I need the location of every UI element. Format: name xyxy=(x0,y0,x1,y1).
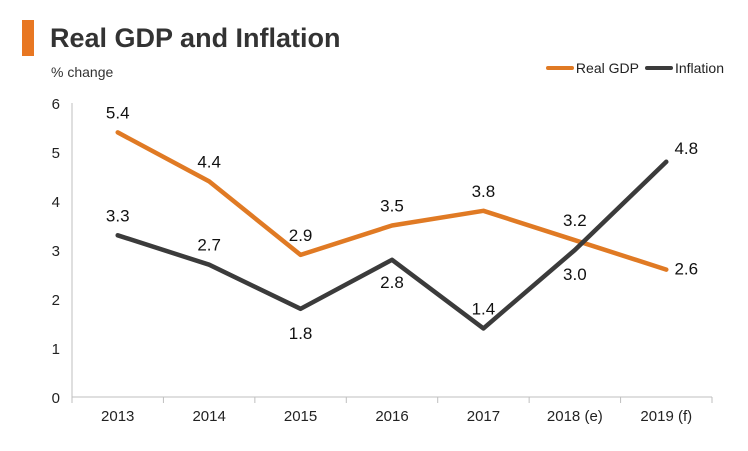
data-label-inflation: 1.4 xyxy=(472,299,496,318)
data-label-inflation: 2.7 xyxy=(197,236,221,255)
y-tick-label: 4 xyxy=(52,194,60,211)
x-tick-label: 2017 xyxy=(467,408,500,425)
series-line-inflation xyxy=(115,159,669,331)
legend: Real GDP Inflation xyxy=(540,60,724,76)
legend-label-inflation: Inflation xyxy=(674,60,724,76)
legend-item-inflation: Inflation xyxy=(644,60,724,76)
data-label-inflation: 1.8 xyxy=(289,324,313,343)
y-tick-label: 2 xyxy=(52,292,60,309)
data-label-real-gdp: 4.4 xyxy=(197,152,221,171)
chart-title: Real GDP and Inflation xyxy=(50,23,341,53)
legend-label-real-gdp: Real GDP xyxy=(575,60,639,76)
data-label-inflation: 3.0 xyxy=(563,265,587,284)
x-tick-label: 2019 (f) xyxy=(640,408,692,425)
y-tick-label: 5 xyxy=(52,145,60,162)
data-label-inflation: 2.8 xyxy=(380,273,404,292)
x-tick-label: 2016 xyxy=(375,408,408,425)
data-label-inflation: 4.8 xyxy=(674,139,698,158)
x-tick-label: 2015 xyxy=(284,408,317,425)
data-label-real-gdp: 3.2 xyxy=(563,211,587,230)
title-accent-bar xyxy=(22,20,34,56)
y-tick-label: 6 xyxy=(52,96,60,113)
data-label-real-gdp: 2.9 xyxy=(289,226,313,245)
y-tick-label: 1 xyxy=(52,341,60,358)
legend-swatch-real-gdp xyxy=(545,66,574,70)
x-tick-label: 2013 xyxy=(101,408,134,425)
y-tick-label: 0 xyxy=(52,390,60,407)
y-axis-label: % change xyxy=(51,64,114,80)
data-label-real-gdp: 5.4 xyxy=(106,103,130,122)
data-label-real-gdp: 2.6 xyxy=(674,260,698,279)
series-line-real-gdp xyxy=(115,130,669,272)
data-label-real-gdp: 3.5 xyxy=(380,197,404,216)
legend-item-real-gdp: Real GDP xyxy=(545,60,639,76)
x-tick-label: 2018 (e) xyxy=(547,408,603,425)
data-label-inflation: 3.3 xyxy=(106,206,130,225)
legend-swatch-inflation xyxy=(644,66,673,70)
x-tick-label: 2014 xyxy=(192,408,225,425)
data-label-real-gdp: 3.8 xyxy=(472,182,496,201)
y-tick-label: 3 xyxy=(52,243,60,260)
